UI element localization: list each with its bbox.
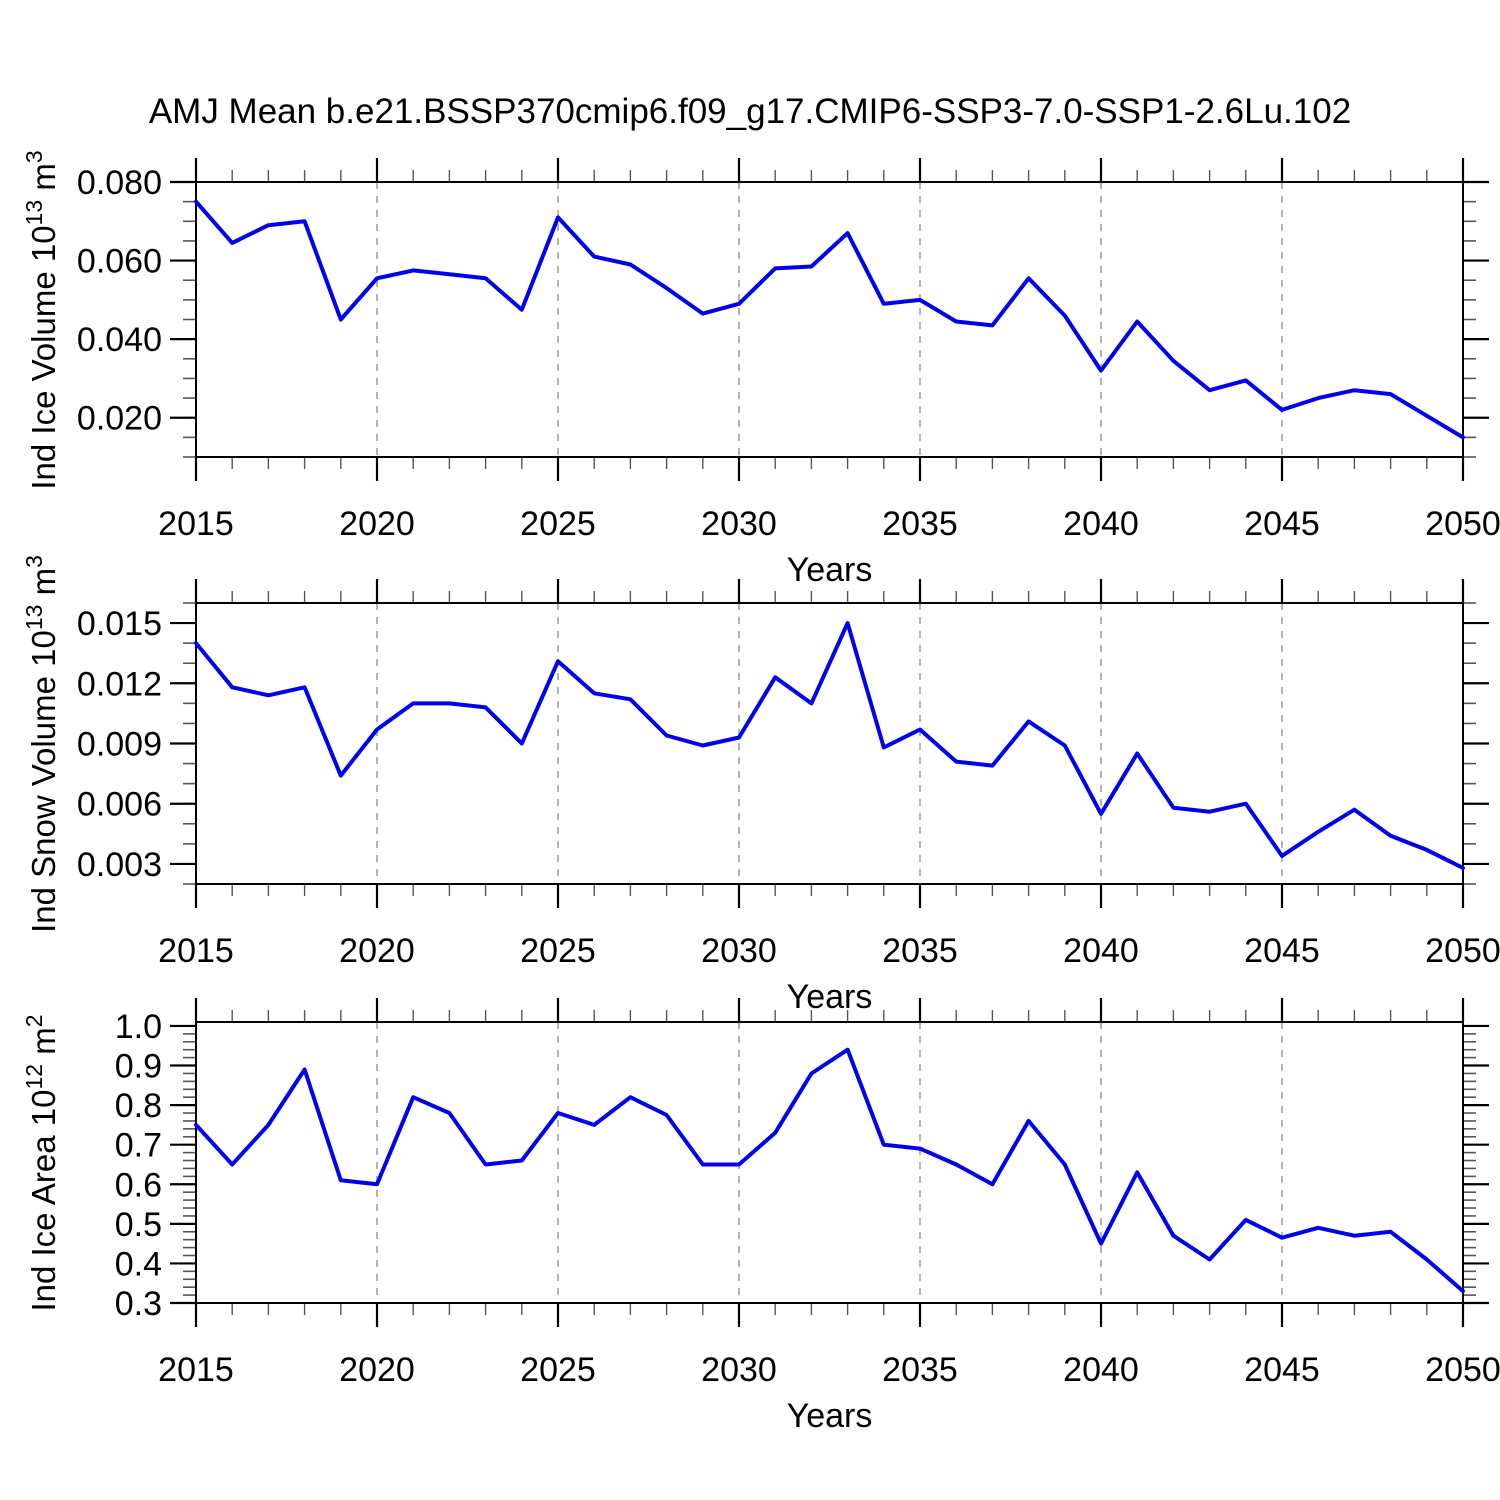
x-axis-label: Years	[787, 978, 873, 1016]
data-line-ind-ice-volume	[194, 199, 1465, 440]
x-tick-label: 2035	[882, 932, 958, 970]
x-tick-label: 2035	[882, 505, 958, 543]
plot-frame	[195, 181, 1464, 458]
x-tick-label: 2050	[1425, 505, 1500, 543]
y-tick-label: 0.015	[77, 605, 162, 643]
y-tick-label: 1.0	[115, 1008, 162, 1046]
y-tick-label: 0.003	[77, 846, 162, 884]
x-tick-label: 2015	[158, 1351, 234, 1389]
x-tick-label: 2045	[1244, 1351, 1320, 1389]
x-tick-label: 2020	[339, 1351, 415, 1389]
x-tick-label: 2015	[158, 505, 234, 543]
y-tick-label: 0.3	[115, 1285, 162, 1323]
x-tick-label: 2040	[1063, 505, 1139, 543]
x-tick-label: 2020	[339, 932, 415, 970]
x-tick-label: 2030	[701, 1351, 777, 1389]
x-axis-label: Years	[787, 551, 873, 589]
y-tick-label: 0.6	[115, 1166, 162, 1204]
y-tick-label: 0.009	[77, 726, 162, 764]
y-tick-label: 0.040	[77, 321, 162, 359]
x-tick-label: 2030	[701, 932, 777, 970]
x-tick-label: 2025	[520, 932, 596, 970]
panel-ind-snow-volume: 0.003 0.006 0.009 0.012 0.015 2015 2020 2025 203…	[77, 579, 1500, 1016]
x-tick-label: 2020	[339, 505, 415, 543]
x-tick-label: 2040	[1063, 932, 1139, 970]
y-tick-label: 0.060	[77, 243, 162, 281]
plot-title: AMJ Mean b.e21.BSSP370cmip6.f09_g17.CMIP…	[148, 92, 1352, 131]
x-tick-label: 2030	[701, 505, 777, 543]
x-tick-label: 2035	[882, 1351, 958, 1389]
x-tick-label: 2040	[1063, 1351, 1139, 1389]
panel-ind-ice-area: 0.30.40.50.60.70.80.91.0 2015 2020 2025 2030…	[115, 998, 1500, 1435]
x-tick-label: 2045	[1244, 932, 1320, 970]
x-axis-label: Years	[787, 1397, 873, 1435]
x-tick-label: 2025	[520, 505, 596, 543]
data-line-ind-snow-volume	[194, 621, 1465, 870]
data-line-ind-ice-area	[194, 1047, 1465, 1294]
y-tick-label: 0.7	[115, 1127, 162, 1165]
panel-ind-ice-volume: 0.020 0.040 0.060 0.080 2015 2020 2025 2030 2035…	[77, 158, 1500, 589]
x-tick-label: 2045	[1244, 505, 1320, 543]
y-tick-label: 0.8	[115, 1087, 162, 1125]
y-tick-label: 0.020	[77, 400, 162, 438]
x-tick-label: 2015	[158, 932, 234, 970]
x-tick-label: 2025	[520, 1351, 596, 1389]
y-tick-label: 0.012	[77, 665, 162, 703]
y-tick-label: 0.4	[115, 1245, 162, 1283]
y-tick-label: 0.5	[115, 1206, 162, 1244]
plot-frame	[195, 1021, 1464, 1304]
x-tick-label: 2050	[1425, 1351, 1500, 1389]
y-tick-label: 0.006	[77, 786, 162, 824]
y-tick-label: 0.9	[115, 1048, 162, 1086]
plot-frame	[195, 602, 1464, 885]
y-tick-label: 0.080	[77, 164, 162, 202]
x-tick-label: 2050	[1425, 932, 1500, 970]
